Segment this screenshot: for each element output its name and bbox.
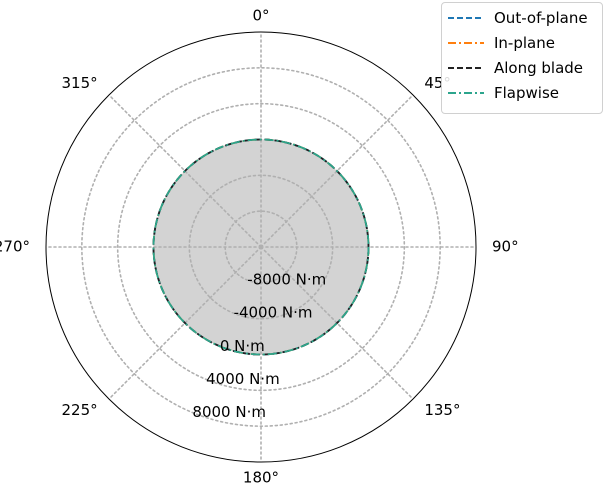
legend-label-in-plane: In-plane [494,33,555,52]
polar-frame [45,31,477,463]
circular-gridline [116,102,406,392]
theta-tick-label: 225° [62,401,98,419]
r-tick-label: 4000 N·m [206,370,280,388]
series-line-flapwise [152,138,370,356]
r-tick-label: 0 N·m [220,337,265,355]
theta-tick-label: 0° [252,7,269,25]
theta-tick-label: 90° [492,238,519,256]
theta-tick-label: 315° [62,74,98,92]
r-tick-label: -4000 N·m [234,304,313,322]
legend-item-flapwise: Flapwise [448,80,596,105]
r-tick-label: -8000 N·m [247,271,326,289]
legend-item-out-of-plane: Out-of-plane [448,5,596,30]
legend-item-in-plane: In-plane [448,30,596,55]
circular-gridline [224,210,298,284]
legend: Out-of-plane In-plane Along blade Flapwi… [441,2,603,114]
legend-label-out-of-plane: Out-of-plane [494,8,588,27]
legend-swatch-along-blade [448,66,484,69]
circular-gridline [188,174,334,320]
legend-swatch-flapwise [448,91,484,94]
legend-label-along-blade: Along blade [494,58,584,77]
legend-swatch-in-plane [448,41,484,44]
theta-tick-label: 270° [0,238,30,256]
r-tick-label: 8000 N·m [192,403,266,421]
legend-swatch-out-of-plane [448,16,484,19]
legend-label-flapwise: Flapwise [494,83,559,102]
legend-item-along-blade: Along blade [448,55,596,80]
theta-tick-label: 180° [243,469,279,486]
circular-gridline [81,67,441,427]
theta-tick-label: 135° [424,401,460,419]
